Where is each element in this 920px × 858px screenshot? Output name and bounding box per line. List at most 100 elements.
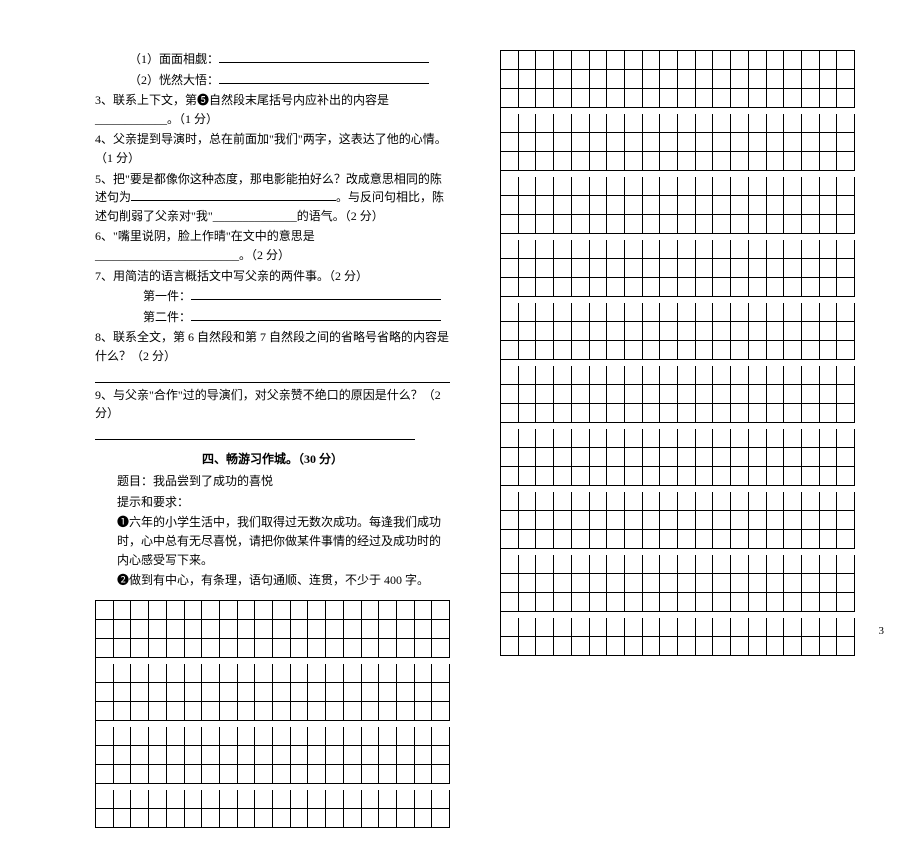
grid-cell — [590, 51, 608, 70]
grid-cell — [167, 809, 185, 828]
grid-cell — [202, 727, 220, 746]
grid-cell — [397, 620, 415, 639]
grid-cell — [643, 429, 661, 448]
grid-cell — [660, 70, 678, 89]
grid-cell — [501, 385, 519, 404]
grid-cell — [519, 530, 537, 549]
grid-cell — [643, 70, 661, 89]
grid-cell — [255, 809, 273, 828]
grid-cell — [749, 152, 767, 171]
grid-row — [501, 555, 855, 574]
grid-cell — [519, 385, 537, 404]
grid-cell — [308, 639, 326, 658]
grid-cell — [572, 467, 590, 486]
grid-cell — [802, 196, 820, 215]
grid-cell — [131, 620, 149, 639]
grid-cell — [519, 240, 537, 259]
grid-cell — [185, 702, 203, 721]
grid-cell — [713, 51, 731, 70]
grid-cell — [731, 177, 749, 196]
grid-cell — [326, 639, 344, 658]
grid-cell — [643, 303, 661, 322]
grid-cell — [660, 322, 678, 341]
grid-cell — [131, 601, 149, 620]
grid-cell — [326, 683, 344, 702]
grid-cell — [837, 341, 855, 360]
grid-cell — [536, 196, 554, 215]
grid-cell — [625, 89, 643, 108]
grid-cell — [432, 702, 450, 721]
grid-cell — [238, 765, 256, 784]
grid-row — [96, 702, 450, 721]
grid-row — [501, 530, 855, 549]
grid-cell — [678, 133, 696, 152]
grid-cell — [554, 492, 572, 511]
grid-cell — [362, 790, 380, 809]
grid-cell — [519, 404, 537, 423]
grid-cell — [238, 639, 256, 658]
grid-cell — [397, 639, 415, 658]
grid-cell — [415, 639, 433, 658]
grid-cell — [536, 152, 554, 171]
grid-cell — [802, 429, 820, 448]
grid-cell — [432, 683, 450, 702]
grid-cell — [607, 341, 625, 360]
grid-cell — [149, 790, 167, 809]
grid-cell — [149, 664, 167, 683]
grid-cell — [625, 492, 643, 511]
grid-cell — [590, 341, 608, 360]
grid-cell — [713, 341, 731, 360]
grid-cell — [802, 322, 820, 341]
grid-cell — [379, 620, 397, 639]
essay-topic: 题目：我品尝到了成功的喜悦 — [95, 472, 450, 491]
grid-cell — [131, 702, 149, 721]
grid-cell — [607, 429, 625, 448]
grid-cell — [590, 574, 608, 593]
grid-cell — [643, 341, 661, 360]
grid-cell — [220, 809, 238, 828]
grid-cell — [572, 177, 590, 196]
grid-cell — [749, 530, 767, 549]
grid-cell — [572, 114, 590, 133]
grid-cell — [114, 746, 132, 765]
grid-cell — [731, 593, 749, 612]
grid-cell — [678, 89, 696, 108]
grid-cell — [607, 196, 625, 215]
grid-cell — [820, 341, 838, 360]
grid-cell — [643, 89, 661, 108]
q3-line: 3、联系上下文，第❺自然段末尾括号内应补出的内容是____________。（1… — [95, 91, 450, 128]
grid-cell — [713, 278, 731, 297]
grid-cell — [660, 240, 678, 259]
grid-cell — [713, 303, 731, 322]
grid-cell — [643, 278, 661, 297]
grid-cell — [731, 467, 749, 486]
grid-cell — [590, 637, 608, 656]
grid-cell — [167, 664, 185, 683]
grid-cell — [572, 303, 590, 322]
grid-cell — [643, 51, 661, 70]
grid-cell — [696, 152, 714, 171]
grid-cell — [344, 765, 362, 784]
grid-cell — [660, 618, 678, 637]
grid-cell — [767, 259, 785, 278]
grid-cell — [536, 467, 554, 486]
grid-cell — [784, 259, 802, 278]
grid-cell — [678, 385, 696, 404]
grid-cell — [379, 702, 397, 721]
grid-cell — [554, 574, 572, 593]
grid-cell — [784, 385, 802, 404]
grid-cell — [572, 618, 590, 637]
grid-cell — [590, 240, 608, 259]
grid-cell — [820, 366, 838, 385]
grid-cell — [820, 133, 838, 152]
grid-cell — [291, 664, 309, 683]
grid-row — [96, 765, 450, 784]
grid-cell — [820, 530, 838, 549]
grid-cell — [362, 702, 380, 721]
grid-cell — [802, 555, 820, 574]
grid-cell — [167, 683, 185, 702]
grid-cell — [731, 240, 749, 259]
grid-cell — [607, 114, 625, 133]
grid-cell — [167, 727, 185, 746]
grid-cell — [554, 555, 572, 574]
